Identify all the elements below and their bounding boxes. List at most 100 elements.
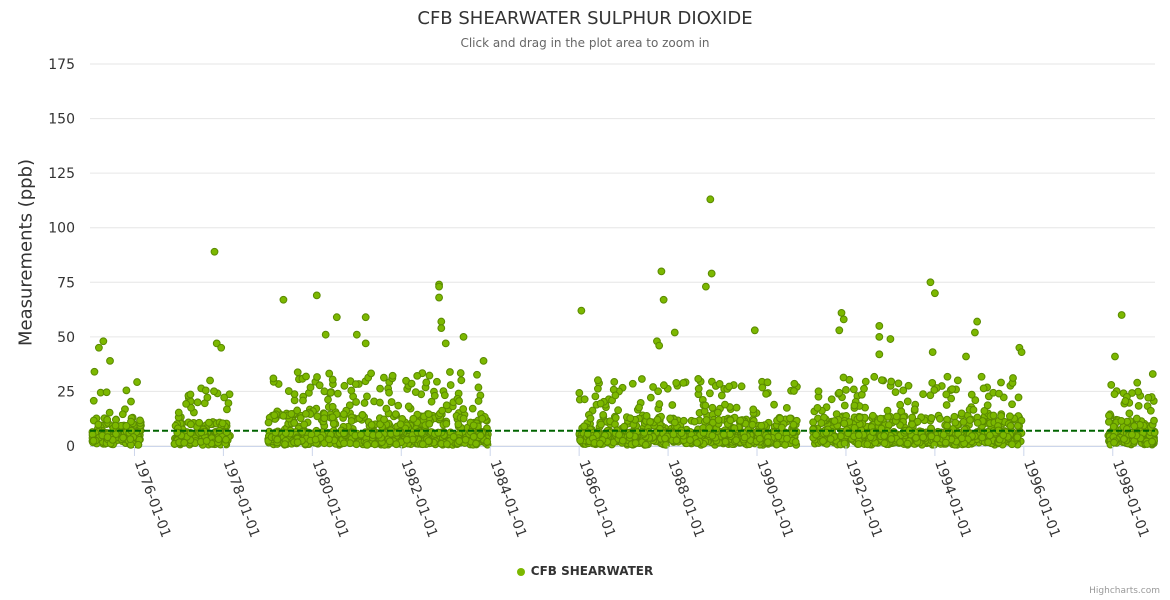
data-point[interactable] [385, 437, 394, 446]
data-point[interactable] [903, 397, 912, 406]
data-point[interactable] [1132, 414, 1141, 423]
data-point[interactable] [927, 414, 936, 422]
data-point[interactable] [705, 389, 714, 398]
data-point[interactable] [301, 409, 310, 418]
data-point[interactable] [433, 377, 441, 386]
data-point[interactable] [886, 335, 895, 343]
data-point[interactable] [311, 435, 320, 444]
data-point[interactable] [441, 339, 450, 348]
data-point[interactable] [122, 386, 131, 395]
data-point[interactable] [887, 377, 896, 386]
data-point[interactable] [298, 427, 307, 436]
data-point[interactable] [707, 269, 716, 278]
data-point[interactable] [725, 382, 734, 391]
data-point[interactable] [736, 416, 745, 425]
data-point[interactable] [1128, 430, 1136, 439]
data-point[interactable] [324, 395, 332, 404]
data-point[interactable] [1148, 370, 1157, 378]
data-point[interactable] [672, 436, 681, 445]
data-point[interactable] [849, 385, 858, 394]
data-point[interactable] [661, 434, 669, 443]
data-point[interactable] [299, 396, 307, 405]
data-point[interactable] [437, 324, 446, 333]
data-point[interactable] [939, 430, 948, 439]
data-point[interactable] [701, 401, 710, 410]
data-point[interactable] [370, 440, 379, 449]
data-point[interactable] [773, 440, 781, 449]
data-point[interactable] [1110, 390, 1119, 399]
data-point[interactable] [850, 401, 859, 410]
data-point[interactable] [1014, 393, 1023, 402]
data-point[interactable] [930, 289, 939, 298]
data-point[interactable] [1105, 411, 1113, 420]
data-point[interactable] [875, 332, 884, 341]
data-point[interactable] [814, 387, 823, 396]
data-point[interactable] [892, 412, 901, 421]
data-point[interactable] [387, 398, 396, 406]
data-point[interactable] [345, 401, 354, 410]
data-point[interactable] [94, 343, 103, 352]
data-point[interactable] [721, 400, 729, 409]
data-point[interactable] [951, 418, 960, 427]
data-point[interactable] [442, 401, 451, 410]
data-point[interactable] [427, 397, 436, 406]
data-point[interactable] [655, 400, 664, 408]
data-point[interactable] [122, 422, 131, 430]
data-point[interactable] [455, 437, 464, 446]
data-point[interactable] [646, 417, 654, 426]
data-point[interactable] [791, 438, 800, 446]
data-point[interactable] [649, 383, 657, 391]
data-point[interactable] [127, 397, 135, 406]
data-point[interactable] [478, 414, 487, 423]
data-point[interactable] [942, 401, 951, 409]
data-point[interactable] [887, 435, 896, 443]
data-point[interactable] [313, 412, 322, 421]
data-point[interactable] [186, 420, 195, 429]
data-point[interactable] [708, 403, 717, 412]
data-point[interactable] [1144, 393, 1153, 402]
data-point[interactable] [941, 438, 950, 447]
credits-link[interactable]: Highcharts.com [1089, 586, 1160, 596]
data-point[interactable] [839, 373, 848, 382]
data-point[interactable] [287, 410, 296, 418]
data-point[interactable] [957, 434, 966, 443]
data-point[interactable] [89, 436, 98, 445]
data-point[interactable] [580, 395, 589, 404]
data-point[interactable] [750, 326, 759, 335]
data-point[interactable] [774, 432, 783, 441]
data-point[interactable] [313, 373, 321, 381]
data-point[interactable] [379, 373, 388, 382]
data-point[interactable] [763, 378, 772, 387]
data-point[interactable] [440, 391, 449, 400]
data-point[interactable] [611, 413, 620, 422]
data-point[interactable] [127, 417, 135, 426]
data-point[interactable] [875, 350, 884, 359]
data-point[interactable] [119, 433, 128, 442]
data-point[interactable] [1117, 311, 1126, 319]
data-point[interactable] [659, 295, 668, 304]
data-point[interactable] [1013, 433, 1022, 442]
data-point[interactable] [714, 416, 723, 424]
data-point[interactable] [591, 392, 600, 401]
data-point[interactable] [1148, 437, 1156, 446]
data-point[interactable] [328, 402, 337, 411]
data-point[interactable] [1117, 417, 1126, 425]
data-point[interactable] [264, 418, 273, 427]
data-point[interactable] [812, 430, 820, 439]
data-point[interactable] [425, 371, 434, 380]
data-point[interactable] [269, 374, 278, 383]
data-point[interactable] [382, 404, 391, 413]
data-point[interactable] [217, 343, 226, 352]
data-point[interactable] [870, 372, 879, 381]
data-point[interactable] [446, 368, 454, 376]
data-point[interactable] [701, 282, 710, 291]
data-point[interactable] [926, 391, 935, 400]
data-point[interactable] [1121, 397, 1130, 405]
data-point[interactable] [653, 415, 662, 424]
data-point[interactable] [883, 406, 892, 415]
data-point[interactable] [721, 437, 730, 446]
data-point[interactable] [646, 393, 655, 402]
data-point[interactable] [928, 348, 937, 357]
data-point[interactable] [483, 437, 492, 446]
data-point[interactable] [597, 420, 605, 429]
